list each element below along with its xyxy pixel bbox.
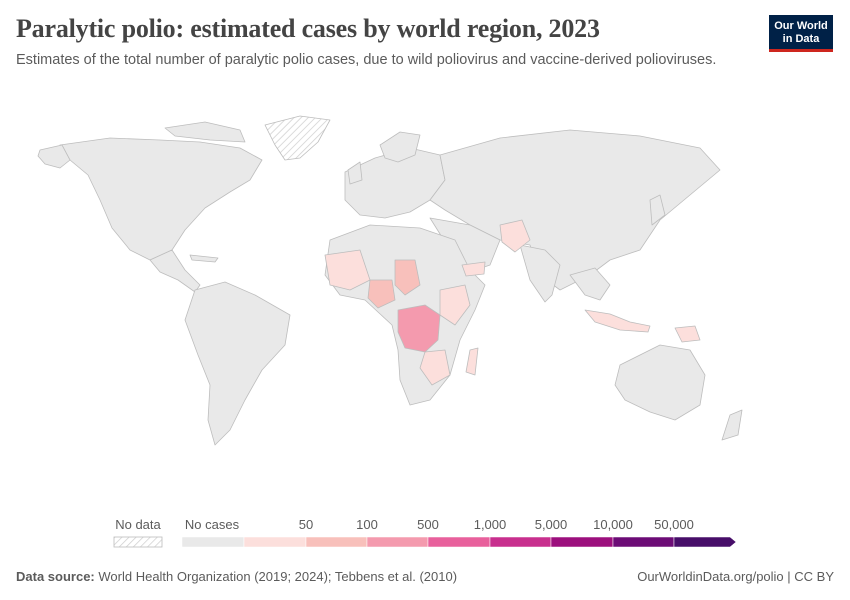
logo-line-1: Our World bbox=[774, 20, 828, 32]
region-madagascar bbox=[465, 347, 479, 376]
region-southern-africa bbox=[419, 349, 451, 386]
source-link[interactable]: OurWorldinData.org/polio | CC BY bbox=[637, 569, 834, 584]
region-png bbox=[674, 325, 701, 343]
legend-swatch-bin5 bbox=[489, 536, 552, 548]
legend-swatch-bin7 bbox=[612, 536, 675, 548]
region-north-america bbox=[59, 137, 263, 261]
legend-swatch-bin8 bbox=[673, 536, 737, 548]
region-india bbox=[519, 244, 561, 303]
region-yemen bbox=[461, 261, 486, 277]
region-east-africa bbox=[439, 284, 471, 326]
region-west-africa bbox=[324, 249, 371, 291]
region-australia bbox=[614, 344, 706, 421]
legend-no-data-label: No data bbox=[115, 517, 161, 532]
region-central-america bbox=[149, 249, 201, 293]
region-asia bbox=[429, 129, 721, 291]
logo-line-2: in Data bbox=[782, 33, 820, 45]
region-greenland bbox=[264, 115, 331, 161]
region-scandinavia bbox=[379, 131, 421, 163]
region-indonesia bbox=[584, 309, 651, 333]
legend-tick-500: 500 bbox=[417, 517, 439, 532]
data-source: Data source: World Health Organization (… bbox=[16, 569, 457, 584]
region-new-zealand bbox=[721, 409, 743, 441]
owid-logo[interactable]: Our World in Data bbox=[769, 15, 833, 52]
legend-no-data-swatch bbox=[113, 536, 163, 548]
legend-swatch-bin1 bbox=[243, 536, 307, 548]
legend-tick-10000: 10,000 bbox=[593, 517, 633, 532]
legend-no-cases-label: No cases bbox=[185, 517, 240, 532]
legend-tick-100: 100 bbox=[356, 517, 378, 532]
region-arctic-islands bbox=[164, 121, 246, 143]
legend-tick-50000: 50,000 bbox=[654, 517, 694, 532]
region-south-america bbox=[184, 281, 291, 446]
region-southeast-asia bbox=[569, 267, 611, 301]
legend-tick-50: 50 bbox=[299, 517, 313, 532]
legend-swatch-bin4 bbox=[427, 536, 491, 548]
data-source-text: World Health Organization (2019; 2024); … bbox=[98, 569, 458, 584]
data-source-label: Data source: bbox=[16, 569, 95, 584]
chart-subtitle: Estimates of the total number of paralyt… bbox=[16, 52, 717, 68]
region-pakistan-afghanistan bbox=[499, 219, 531, 253]
chart-title: Paralytic polio: estimated cases by worl… bbox=[16, 14, 600, 43]
legend-tick-1000: 1,000 bbox=[474, 517, 507, 532]
map-legend: No data No cases 50 100 500 1,000 5,000 … bbox=[113, 517, 737, 548]
world-map bbox=[37, 115, 743, 446]
legend-swatch-no-cases bbox=[181, 536, 245, 548]
region-uk bbox=[347, 161, 363, 185]
legend-tick-5000: 5,000 bbox=[535, 517, 568, 532]
region-drc bbox=[397, 304, 441, 353]
region-alaska bbox=[37, 144, 71, 169]
region-caribbean bbox=[189, 254, 219, 263]
legend-swatch-bin2 bbox=[305, 536, 368, 548]
region-nigeria bbox=[367, 279, 396, 309]
legend-swatch-bin6 bbox=[550, 536, 614, 548]
legend-swatch-bin3 bbox=[366, 536, 429, 548]
region-japan bbox=[649, 194, 666, 226]
legend-ticks: 50 100 500 1,000 5,000 10,000 50,000 bbox=[299, 517, 694, 532]
region-chad bbox=[394, 259, 421, 296]
